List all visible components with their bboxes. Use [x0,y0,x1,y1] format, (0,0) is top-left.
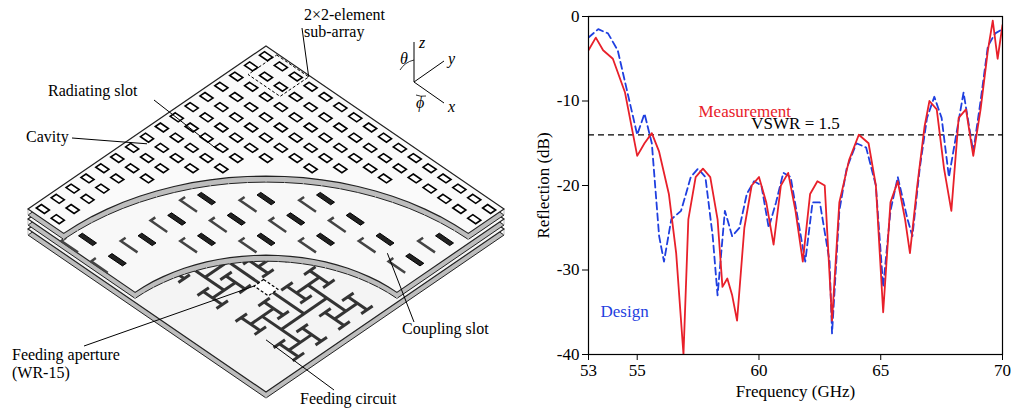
svg-text:y: y [446,50,456,68]
svg-text:-20: -20 [557,176,580,195]
svg-text:Cavity: Cavity [26,128,69,146]
svg-text:-10: -10 [557,91,580,110]
svg-text:VSWR = 1.5: VSWR = 1.5 [751,114,840,134]
svg-text:Coupling slot: Coupling slot [402,320,489,338]
svg-text:θ: θ [400,50,408,67]
svg-text:-30: -30 [557,260,580,279]
svg-text:Feeding aperture: Feeding aperture [12,346,120,364]
svg-text:sub-array: sub-array [304,23,364,41]
svg-text:x: x [447,98,455,115]
svg-text:Feeding circuit: Feeding circuit [300,390,397,408]
svg-text:0: 0 [571,7,580,26]
svg-text:55: 55 [629,361,646,380]
svg-text:60: 60 [750,361,767,380]
svg-text:70: 70 [994,361,1011,380]
svg-text:2×2-element: 2×2-element [304,6,386,23]
svg-text:53: 53 [580,361,597,380]
svg-text:Frequency (GHz): Frequency (GHz) [736,382,855,401]
svg-text:65: 65 [872,361,889,380]
svg-text:Measurement: Measurement [699,102,792,121]
svg-text:(WR-15): (WR-15) [12,364,70,382]
svg-text:Radiating slot: Radiating slot [48,82,138,100]
svg-text:Reflection (dB): Reflection (dB) [534,132,553,238]
svg-text:z: z [418,34,426,51]
svg-text:ϕ: ϕ [416,94,424,112]
svg-text:Design: Design [601,302,650,321]
svg-text:-40: -40 [557,345,580,364]
